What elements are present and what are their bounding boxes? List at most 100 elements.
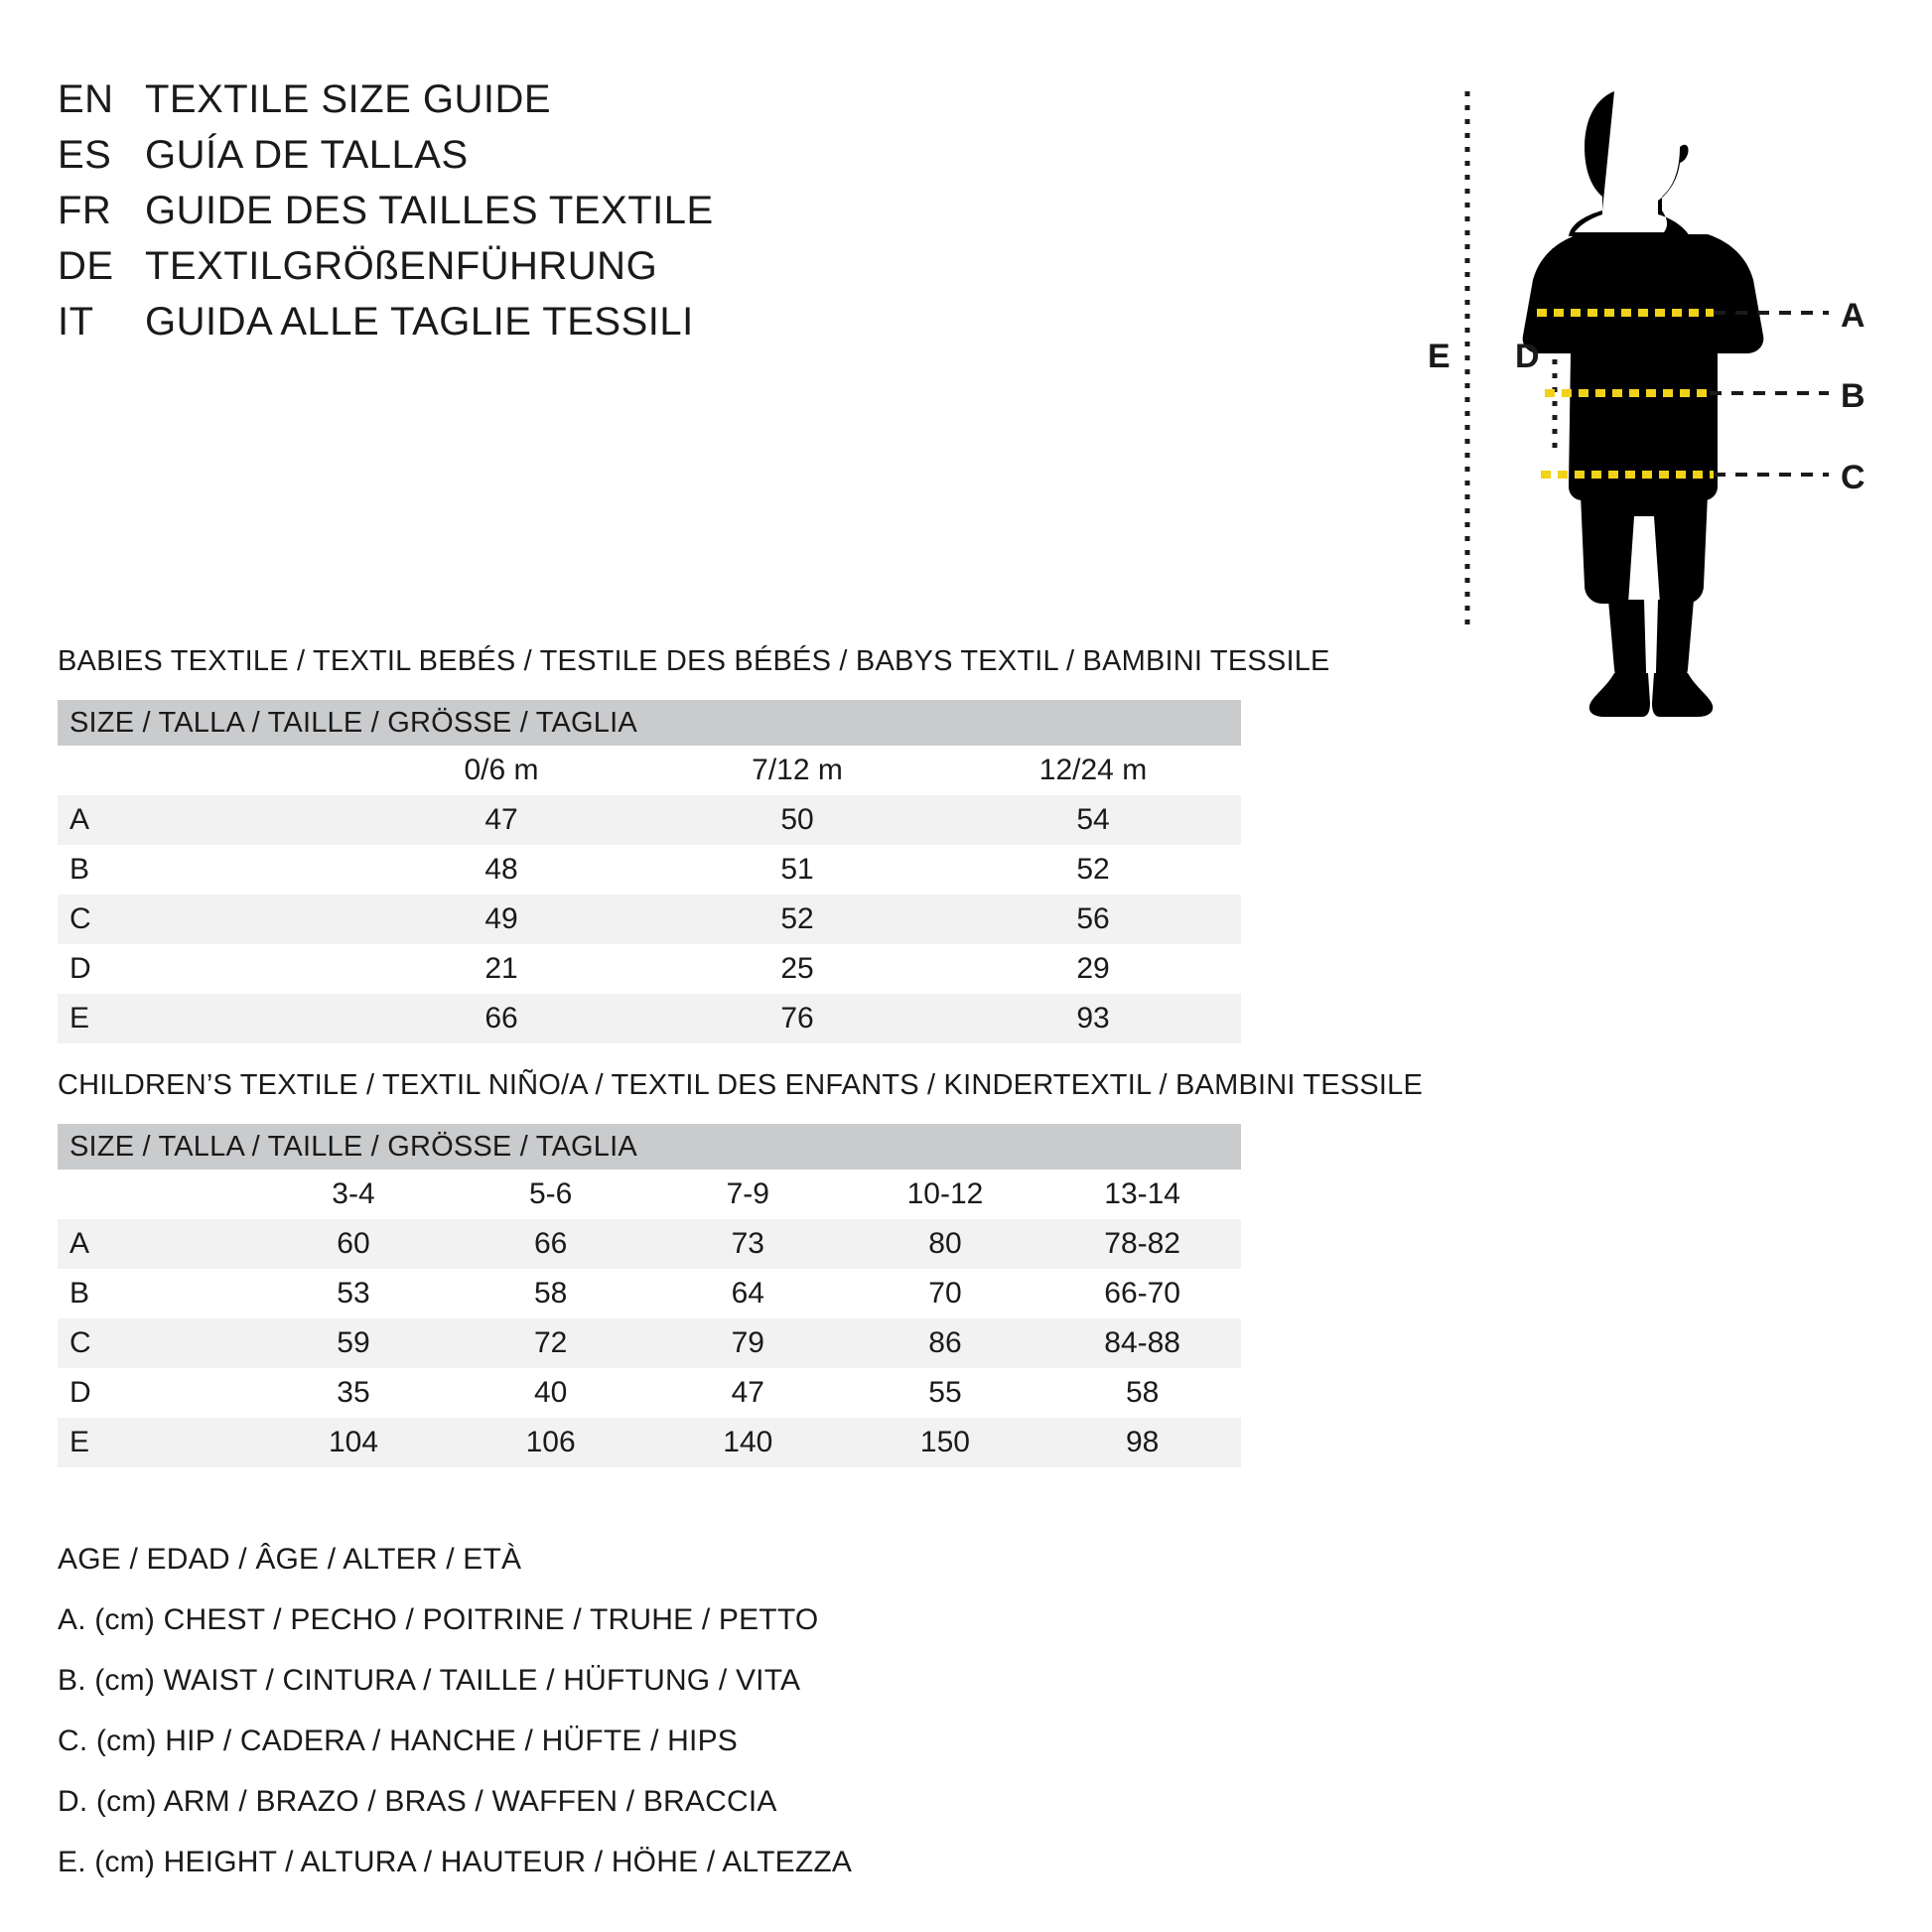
language-code: EN <box>58 77 114 121</box>
babies-cell: 93 <box>945 994 1241 1043</box>
children-section-heading: CHILDREN’S TEXTILE / TEXTIL NIÑO/A / TEX… <box>58 1069 1424 1101</box>
babies-row-label: A <box>58 795 353 845</box>
children-column-header: 7-9 <box>648 1170 847 1219</box>
children-cell: 53 <box>254 1269 453 1318</box>
children-cell: 58 <box>1043 1368 1241 1418</box>
children-cell: 80 <box>846 1219 1044 1269</box>
children-column-header: 3-4 <box>254 1170 453 1219</box>
children-row-label: E <box>58 1418 255 1467</box>
babies-table-column-row: 0/6 m 7/12 m 12/24 m <box>58 746 1241 795</box>
legend-line: AGE / EDAD / ÂGE / ALTER / ETÀ <box>58 1543 522 1576</box>
figure-marker-e: E <box>1428 338 1450 375</box>
babies-cell: 54 <box>945 795 1241 845</box>
babies-cell: 25 <box>649 944 945 994</box>
children-cell: 140 <box>648 1418 847 1467</box>
children-cell: 78-82 <box>1043 1219 1241 1269</box>
language-title: GUIDA ALLE TAGLIE TESSILI <box>145 300 694 344</box>
babies-row-label: B <box>58 845 353 895</box>
children-column-header: 5-6 <box>452 1170 649 1219</box>
measurement-figure-diagram: A B C D E <box>1420 69 1886 755</box>
babies-cell: 76 <box>649 994 945 1043</box>
babies-band-label: SIZE / TALLA / TAILLE / GRÖSSE / TAGLIA <box>58 700 1241 746</box>
children-row-label: D <box>58 1368 255 1418</box>
babies-row-label: D <box>58 944 353 994</box>
table-row: D 21 25 29 <box>58 944 1241 994</box>
children-cell: 66-70 <box>1043 1269 1241 1318</box>
children-cell: 47 <box>648 1368 847 1418</box>
legend-line: C. (cm) HIP / CADERA / HANCHE / HÜFTE / … <box>58 1725 738 1757</box>
figure-marker-d: D <box>1515 338 1540 375</box>
language-title: GUÍA DE TALLAS <box>145 133 469 177</box>
table-row: B 48 51 52 <box>58 845 1241 895</box>
children-cell: 55 <box>846 1368 1044 1418</box>
babies-cell: 52 <box>649 895 945 944</box>
children-row-label: B <box>58 1269 255 1318</box>
children-cell: 58 <box>452 1269 649 1318</box>
children-row-label: C <box>58 1318 255 1368</box>
children-cell: 59 <box>254 1318 453 1368</box>
figure-marker-a: A <box>1841 297 1865 335</box>
babies-cell: 52 <box>945 845 1241 895</box>
language-row: FR GUIDE DES TAILLES TEXTILE <box>58 189 1100 244</box>
table-row: E 66 76 93 <box>58 994 1241 1043</box>
language-code: DE <box>58 244 114 288</box>
language-row: EN TEXTILE SIZE GUIDE <box>58 77 1100 133</box>
language-header: EN TEXTILE SIZE GUIDE ES GUÍA DE TALLAS FR GU… <box>58 77 1100 355</box>
babies-size-table: SIZE / TALLA / TAILLE / GRÖSSE / TAGLIA … <box>58 700 1241 1043</box>
language-code: FR <box>58 189 112 232</box>
table-row: C 59 72 79 86 84-88 <box>58 1318 1241 1368</box>
babies-cell: 29 <box>945 944 1241 994</box>
children-cell: 35 <box>254 1368 453 1418</box>
babies-cell: 66 <box>353 994 649 1043</box>
table-row: C 49 52 56 <box>58 895 1241 944</box>
children-table-band-row: SIZE / TALLA / TAILLE / GRÖSSE / TAGLIA <box>58 1124 1241 1170</box>
children-cell: 104 <box>254 1418 453 1467</box>
table-row: E 104 106 140 150 98 <box>58 1418 1241 1467</box>
children-corner-cell <box>58 1170 255 1219</box>
figure-marker-b: B <box>1841 377 1865 415</box>
children-cell: 66 <box>452 1219 649 1269</box>
babies-cell: 51 <box>649 845 945 895</box>
table-row: B 53 58 64 70 66-70 <box>58 1269 1241 1318</box>
language-code: IT <box>58 300 94 344</box>
children-band-label: SIZE / TALLA / TAILLE / GRÖSSE / TAGLIA <box>58 1124 1241 1170</box>
children-column-header: 13-14 <box>1043 1170 1241 1219</box>
children-cell: 73 <box>648 1219 847 1269</box>
babies-column-header: 7/12 m <box>649 746 945 795</box>
language-row: IT GUIDA ALLE TAGLIE TESSILI <box>58 300 1100 355</box>
children-cell: 60 <box>254 1219 453 1269</box>
legend-line: D. (cm) ARM / BRAZO / BRAS / WAFFEN / BR… <box>58 1785 777 1818</box>
children-cell: 150 <box>846 1418 1044 1467</box>
babies-corner-cell <box>58 746 353 795</box>
children-cell: 40 <box>452 1368 649 1418</box>
children-cell: 84-88 <box>1043 1318 1241 1368</box>
child-silhouette <box>1522 91 1764 717</box>
babies-table-band-row: SIZE / TALLA / TAILLE / GRÖSSE / TAGLIA <box>58 700 1241 746</box>
babies-section-heading: BABIES TEXTILE / TEXTIL BEBÉS / TESTILE … <box>58 645 1330 677</box>
babies-row-label: C <box>58 895 353 944</box>
children-cell: 106 <box>452 1418 649 1467</box>
babies-cell: 47 <box>353 795 649 845</box>
babies-cell: 56 <box>945 895 1241 944</box>
babies-cell: 50 <box>649 795 945 845</box>
children-size-table: SIZE / TALLA / TAILLE / GRÖSSE / TAGLIA … <box>58 1124 1241 1467</box>
babies-cell: 48 <box>353 845 649 895</box>
legend-line: E. (cm) HEIGHT / ALTURA / HAUTEUR / HÖHE… <box>58 1846 853 1878</box>
babies-column-header: 12/24 m <box>945 746 1241 795</box>
children-cell: 98 <box>1043 1418 1241 1467</box>
table-row: D 35 40 47 55 58 <box>58 1368 1241 1418</box>
language-code: ES <box>58 133 112 177</box>
children-cell: 72 <box>452 1318 649 1368</box>
language-row: ES GUÍA DE TALLAS <box>58 133 1100 189</box>
babies-row-label: E <box>58 994 353 1043</box>
babies-cell: 21 <box>353 944 649 994</box>
babies-column-header: 0/6 m <box>353 746 649 795</box>
language-title: GUIDE DES TAILLES TEXTILE <box>145 189 714 232</box>
measurement-legend: AGE / EDAD / ÂGE / ALTER / ETÀ A. (cm) CH… <box>58 1529 1249 1892</box>
children-table-column-row: 3-4 5-6 7-9 10-12 13-14 <box>58 1170 1241 1219</box>
figure-marker-c: C <box>1841 459 1865 496</box>
legend-line: B. (cm) WAIST / CINTURA / TAILLE / HÜFTU… <box>58 1664 801 1697</box>
children-cell: 86 <box>846 1318 1044 1368</box>
language-row: DE TEXTILGRÖßENFÜHRUNG <box>58 244 1100 300</box>
children-cell: 70 <box>846 1269 1044 1318</box>
